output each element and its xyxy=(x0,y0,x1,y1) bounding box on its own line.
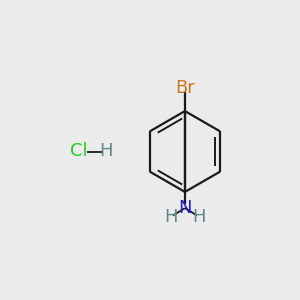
Text: Cl: Cl xyxy=(70,142,88,160)
Text: N: N xyxy=(178,199,192,217)
Text: H: H xyxy=(192,208,206,226)
Text: H: H xyxy=(164,208,178,226)
Text: H: H xyxy=(100,142,113,160)
Text: Br: Br xyxy=(175,79,195,97)
